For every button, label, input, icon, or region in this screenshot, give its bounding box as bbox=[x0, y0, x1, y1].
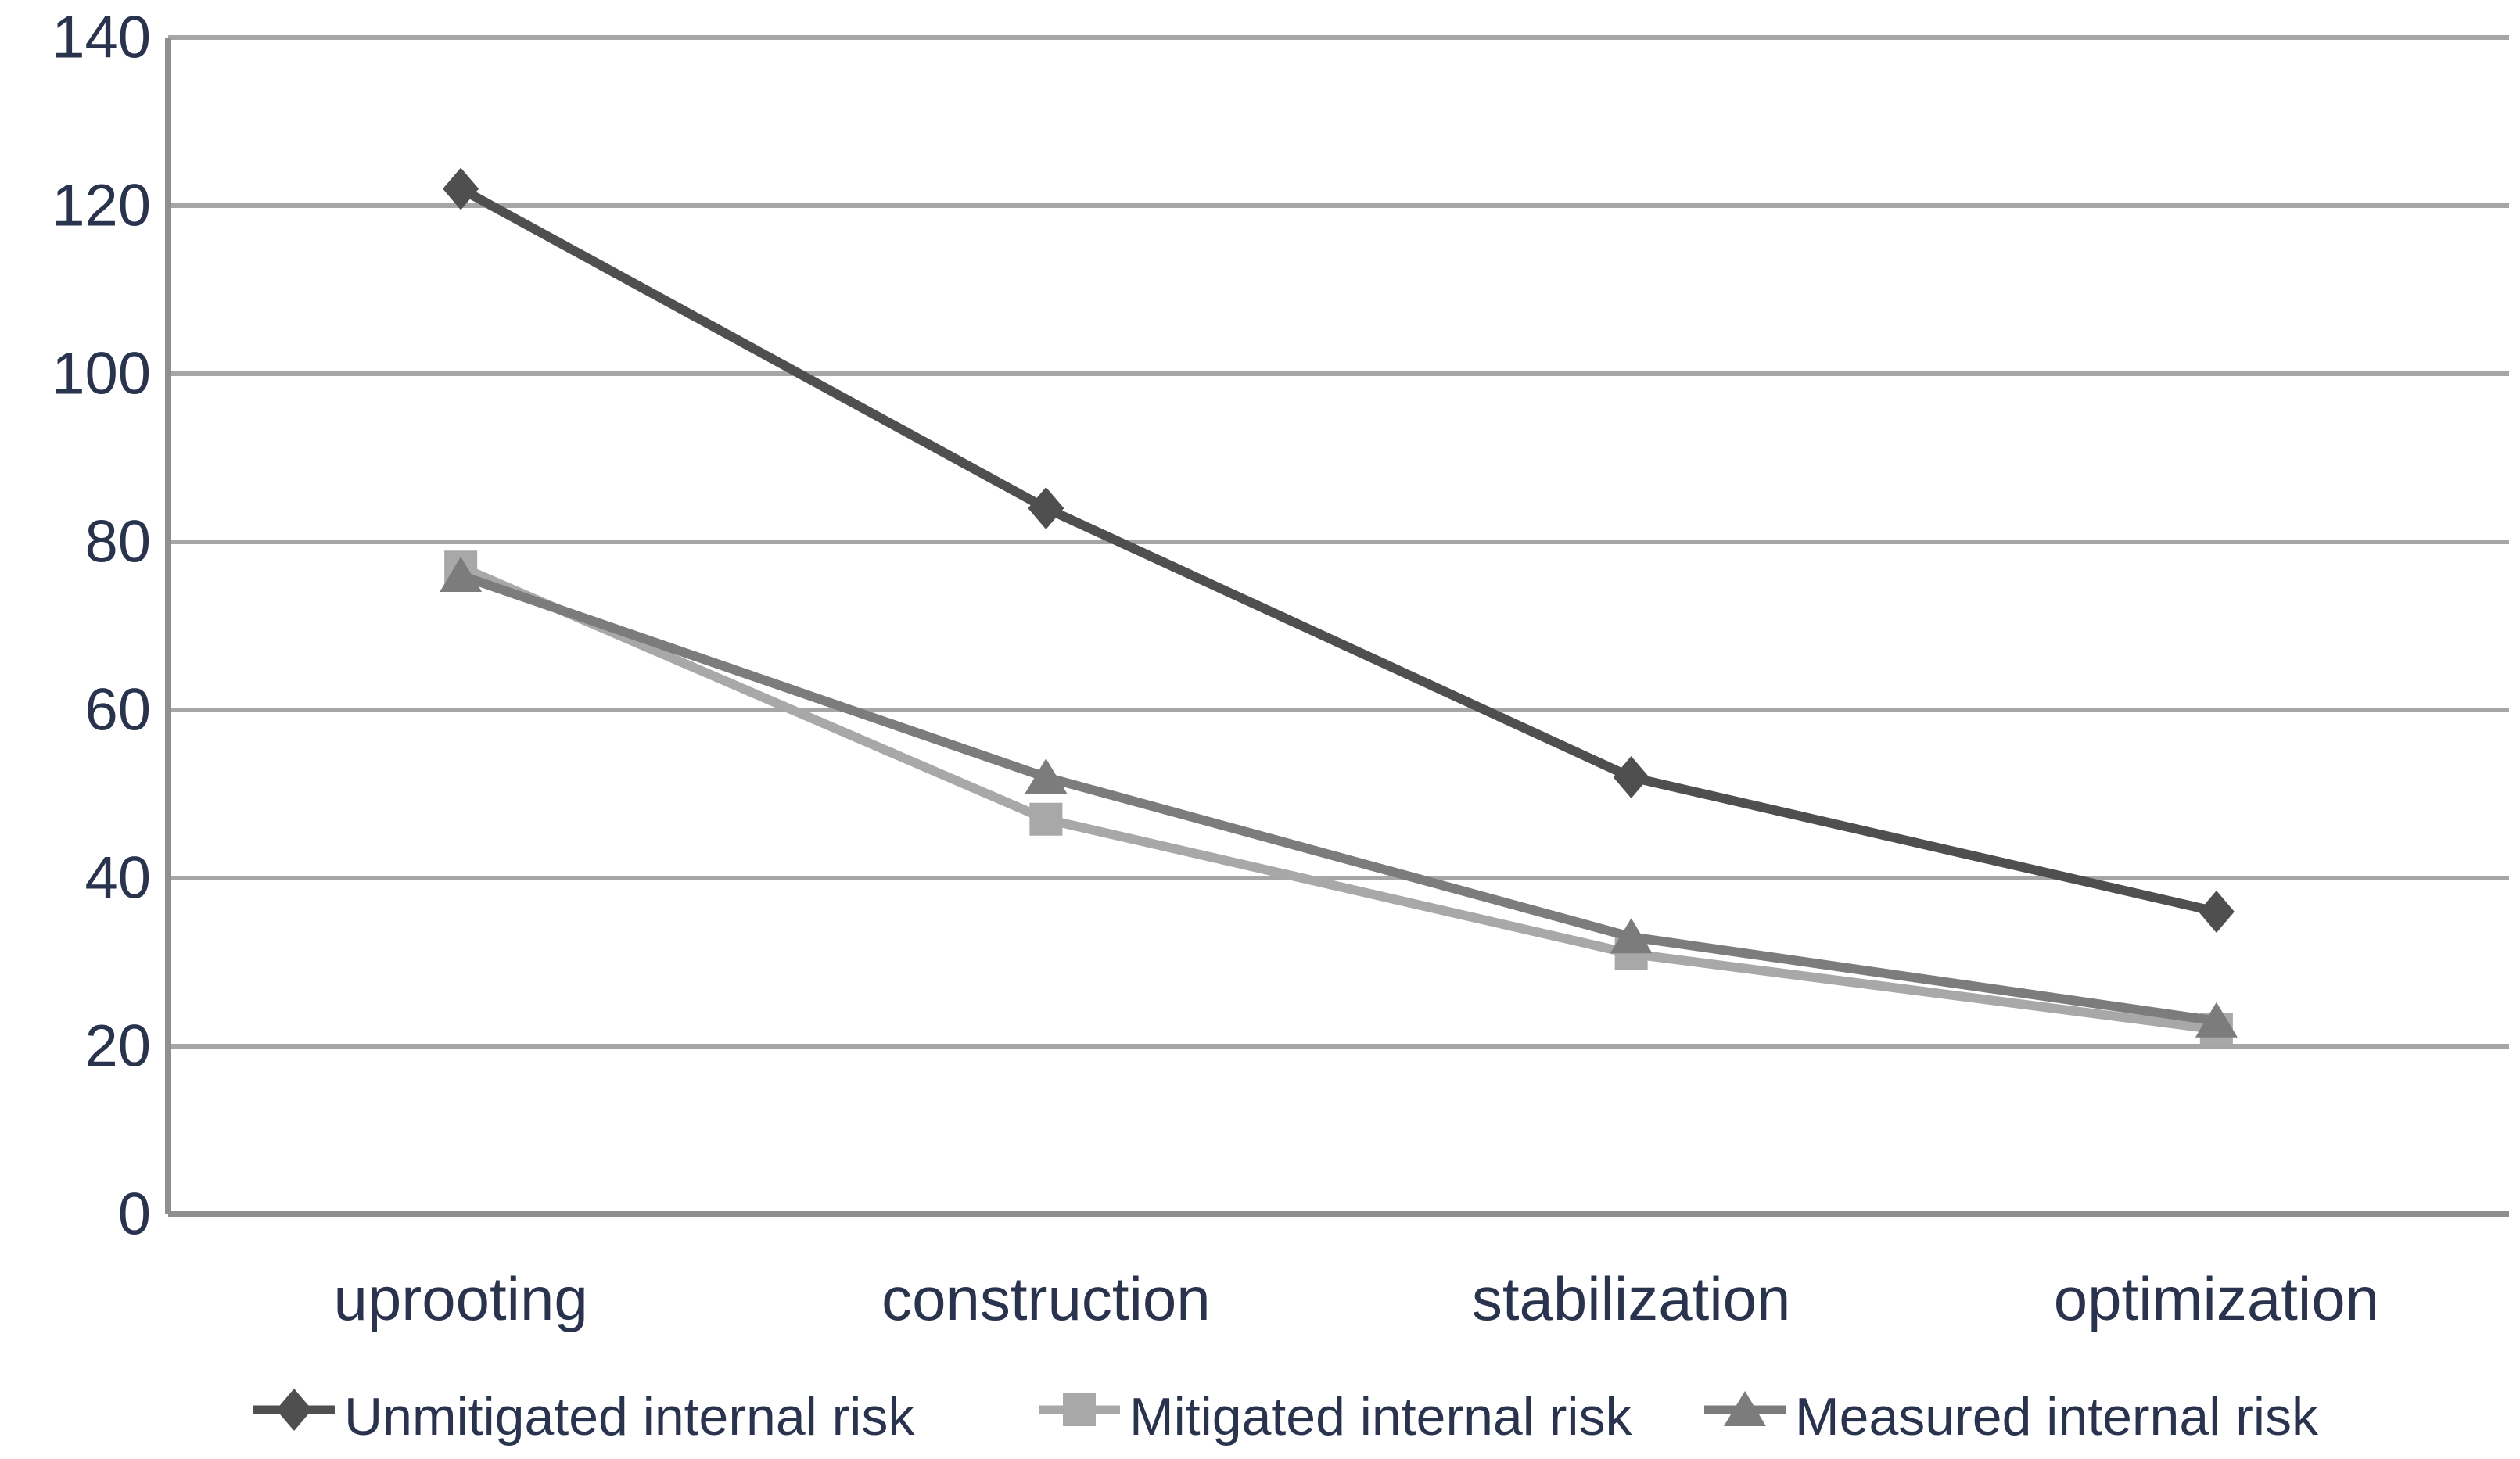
series-0-marker bbox=[443, 167, 479, 210]
series-2-marker bbox=[1025, 758, 1068, 794]
y-axis-tick-label: 0 bbox=[118, 1181, 151, 1248]
series-2-marker bbox=[2195, 1002, 2238, 1038]
legend-marker-diamond bbox=[276, 1389, 312, 1431]
series-1-marker bbox=[1029, 802, 1063, 836]
y-axis-tick-label: 140 bbox=[52, 5, 151, 71]
series-0-marker bbox=[2198, 891, 2235, 933]
legend-marker-triangle bbox=[1724, 1391, 1766, 1426]
series-0-marker bbox=[1613, 756, 1649, 798]
y-axis-tick-label: 60 bbox=[84, 677, 151, 744]
x-axis-category-label: construction bbox=[881, 1264, 1211, 1333]
legend-label: Measured internal risk bbox=[1795, 1387, 2319, 1446]
series-0-marker bbox=[1028, 487, 1064, 529]
y-axis-tick-label: 100 bbox=[52, 341, 151, 407]
x-axis-category-label: stabilization bbox=[1472, 1264, 1791, 1333]
legend-label: Unmitigated internal risk bbox=[344, 1387, 915, 1446]
legend-marker-square bbox=[1063, 1393, 1096, 1426]
series-line-1 bbox=[456, 562, 2221, 1034]
x-axis-category-label: optimization bbox=[2054, 1264, 2379, 1333]
y-axis-tick-label: 120 bbox=[52, 173, 151, 239]
series-line-0 bbox=[456, 184, 2221, 916]
x-axis-category-label: uprooting bbox=[333, 1264, 587, 1333]
series-2-marker bbox=[440, 557, 483, 592]
series-2-marker bbox=[1610, 918, 1653, 954]
y-axis-tick-label: 40 bbox=[84, 845, 151, 912]
legend-label: Mitigated internal risk bbox=[1129, 1387, 1632, 1446]
y-axis-tick-label: 80 bbox=[84, 509, 151, 575]
series-line-2 bbox=[456, 571, 2221, 1026]
y-axis-tick-label: 20 bbox=[84, 1013, 151, 1080]
